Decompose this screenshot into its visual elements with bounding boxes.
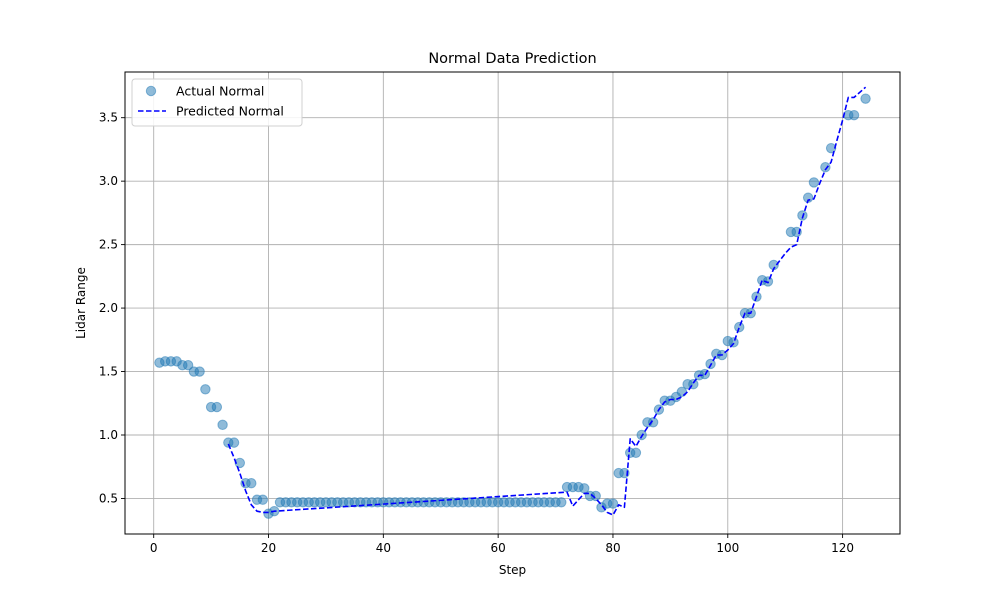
x-tick-label: 40 — [376, 541, 391, 555]
plot-background — [125, 72, 900, 534]
actual-point — [194, 366, 205, 377]
actual-point — [728, 337, 739, 348]
y-axis-label: Lidar Range — [74, 267, 88, 339]
plot-frame — [124, 71, 901, 535]
actual-point — [257, 494, 268, 505]
x-tick-label: 60 — [491, 541, 506, 555]
ticks: 0 20 40 60 80 100 120 0.5 1.0 1.5 2.0 2.5 3.0 3.5 — [99, 111, 854, 555]
actual-point — [825, 142, 837, 154]
actual-point — [182, 359, 194, 371]
y-tick-label: 1.0 — [99, 428, 118, 442]
series-layer — [154, 86, 871, 519]
legend-label-actual: Actual Normal — [176, 84, 264, 99]
actual-point — [734, 321, 745, 333]
actual-point — [200, 384, 211, 395]
predicted-line — [227, 86, 867, 516]
legend: Actual Normal Predicted Normal — [131, 78, 303, 127]
actual-point — [211, 401, 223, 413]
y-tick-label: 2.0 — [99, 301, 118, 315]
x-tick-label: 0 — [150, 541, 158, 555]
legend-box — [131, 78, 303, 127]
actual-point — [217, 419, 228, 431]
actual-point — [808, 177, 820, 188]
chart-title: Normal Data Prediction — [428, 51, 596, 67]
actual-point — [228, 437, 240, 448]
x-tick-label: 100 — [716, 541, 739, 555]
x-tick-label: 80 — [605, 541, 620, 555]
x-tick-label: 20 — [261, 541, 276, 555]
actual-point — [590, 490, 601, 502]
actual-point — [630, 447, 642, 458]
actual-point — [556, 497, 567, 508]
x-tick-label: 120 — [831, 541, 854, 555]
actual-point — [791, 226, 802, 238]
actual-point — [607, 498, 619, 509]
legend-marker-actual — [145, 85, 157, 97]
actual-point — [234, 457, 246, 469]
actual-point — [820, 161, 831, 173]
y-tick-label: 0.5 — [99, 491, 118, 505]
actual-point — [848, 109, 860, 121]
actual-point — [647, 417, 659, 428]
y-tick-label: 1.5 — [99, 365, 118, 379]
y-tick-label: 3.5 — [99, 111, 118, 125]
y-tick-label: 2.5 — [99, 238, 118, 252]
x-axis-label: Step — [499, 563, 526, 577]
actual-point — [246, 478, 257, 489]
y-tick-label: 3.0 — [99, 174, 118, 188]
legend-label-predicted: Predicted Normal — [176, 104, 284, 119]
actual-point — [860, 93, 871, 104]
